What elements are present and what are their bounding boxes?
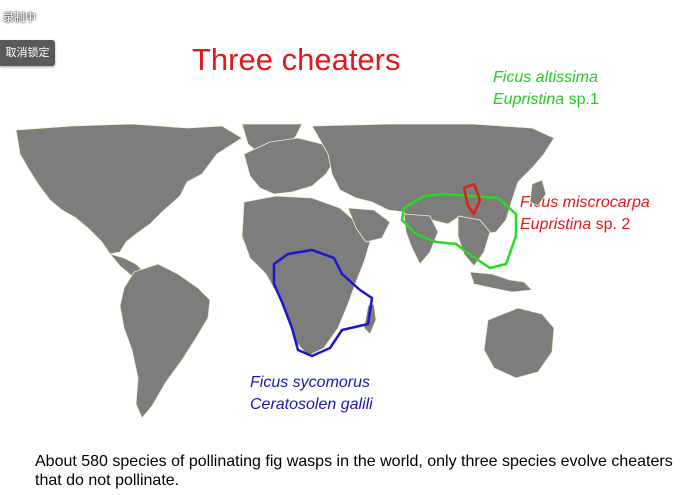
- slide-caption: About 580 species of pollinating fig was…: [35, 453, 673, 489]
- japan-islands: [529, 179, 547, 207]
- label-ficus-sycomorus: Ficus sycomorus Ceratosolen galili: [250, 372, 373, 416]
- species-name-ficus-altissima: Ficus altissima: [493, 69, 598, 86]
- species-name-ficus-miscrocarpa: Ficus miscrocarpa: [520, 194, 650, 211]
- arabia-landmass: [347, 207, 391, 243]
- wasp-name-eupristina-sp2: Eupristina sp. 2: [520, 216, 631, 233]
- label-ficus-altissima: Ficus altissima Eupristina sp.1: [493, 67, 599, 111]
- africa-landmass: [241, 195, 371, 357]
- india-landmass: [403, 213, 439, 265]
- label-ficus-microcarpa: Ficus miscrocarpa Eupristina sp. 2: [520, 192, 650, 236]
- wasp-name-eupristina-sp1: Eupristina sp.1: [493, 91, 599, 108]
- slide-title: Three cheaters: [192, 42, 401, 77]
- red-range-outline: [462, 182, 482, 216]
- europe-landmass: [243, 137, 337, 195]
- south-america-landmass: [119, 263, 211, 419]
- green-range-outline: [400, 192, 518, 270]
- unlock-button[interactable]: 取消锁定: [0, 40, 55, 66]
- wasp-name-ceratosolen-galili: Ceratosolen galili: [250, 396, 373, 413]
- world-map: [15, 124, 554, 419]
- australia-landmass: [483, 307, 554, 379]
- indochina-landmass: [457, 215, 491, 267]
- north-america-landmass: [15, 124, 243, 255]
- species-name-ficus-sycomorus: Ficus sycomorus: [250, 374, 371, 391]
- recording-indicator: 录制中: [3, 12, 36, 24]
- indonesia-islands: [469, 271, 533, 293]
- blue-range-outline: [272, 248, 374, 358]
